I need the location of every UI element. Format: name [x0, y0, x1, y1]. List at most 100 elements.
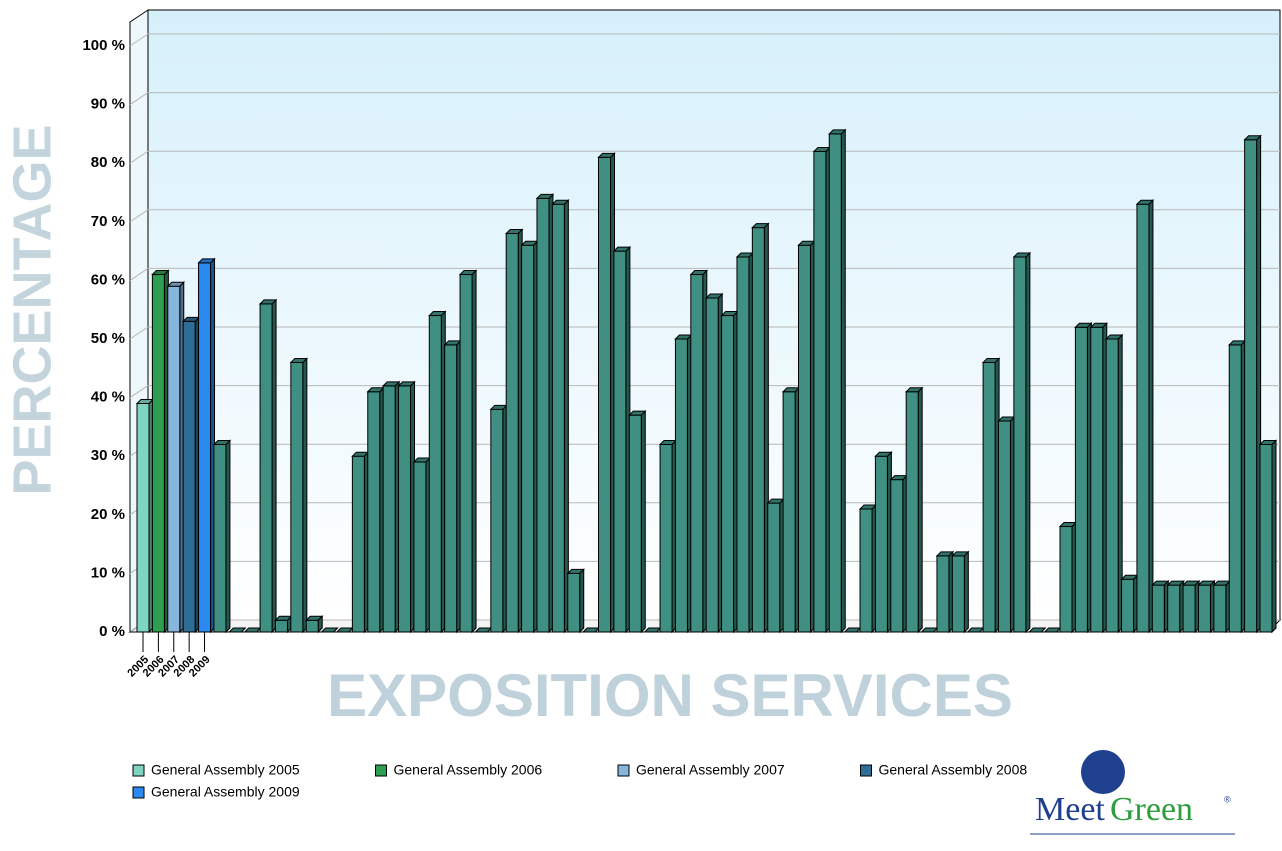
bar	[1228, 339, 1247, 634]
bar-side	[271, 298, 277, 634]
bar-front	[1105, 338, 1119, 633]
bar	[1166, 579, 1185, 634]
bar-front	[444, 344, 458, 633]
bar	[935, 550, 955, 634]
bar-top	[151, 270, 170, 276]
bar-side	[471, 269, 477, 634]
bar-top	[197, 258, 216, 264]
bar-front	[936, 555, 950, 633]
bar	[535, 193, 555, 634]
bar-front	[721, 315, 735, 633]
bar-top	[428, 311, 447, 317]
bar	[258, 298, 278, 634]
bar-top	[551, 199, 570, 205]
bar-top	[904, 387, 924, 393]
bar-side	[1025, 251, 1031, 634]
y-tick-label: 10 %	[91, 564, 125, 581]
bar-front	[1151, 584, 1165, 633]
y-tick-label: 100 %	[82, 37, 125, 54]
bar-front	[767, 502, 781, 633]
grid-line-side	[129, 267, 149, 281]
bar-front	[521, 244, 535, 633]
bar-front	[290, 361, 304, 633]
bar-front	[1213, 584, 1227, 633]
bar-front	[551, 203, 565, 633]
logo-meet: Meet	[1035, 791, 1105, 828]
bar	[520, 240, 539, 634]
bar	[981, 357, 1001, 634]
bar-side	[302, 357, 308, 634]
bar-front	[598, 156, 612, 633]
bar-top	[689, 270, 709, 276]
bar-top	[751, 223, 770, 229]
bar-side	[579, 568, 585, 634]
bar	[889, 474, 909, 634]
bar-top	[212, 439, 232, 445]
bar-front	[490, 408, 504, 633]
bar-front	[828, 133, 842, 633]
bar-top	[1135, 199, 1155, 205]
legend-label: General Assembly 2005	[151, 762, 300, 778]
legend-swatch	[617, 764, 630, 777]
bar	[551, 199, 570, 634]
bar-front	[1244, 139, 1258, 633]
bar	[858, 503, 878, 634]
bar-front	[997, 420, 1011, 633]
bar-front	[705, 297, 719, 633]
grid-line-side	[129, 150, 149, 164]
bar-front	[213, 443, 227, 633]
bar-front	[1182, 584, 1196, 633]
bar-front	[459, 274, 473, 633]
bar	[305, 615, 324, 634]
bar-front	[413, 461, 427, 633]
y-tick-label: 80 %	[91, 154, 125, 171]
bar-front	[1013, 256, 1027, 633]
bar-front	[874, 455, 888, 633]
bar-top	[1104, 334, 1124, 340]
bar-top	[1243, 135, 1262, 141]
bar-front	[782, 391, 796, 633]
bar	[904, 386, 924, 634]
bar-front	[859, 508, 873, 633]
bar-side	[917, 386, 923, 634]
bar-top	[951, 551, 970, 557]
bar-front	[736, 256, 750, 633]
bar-top	[1151, 580, 1170, 586]
bar-front	[628, 414, 642, 633]
bar-front	[151, 274, 165, 633]
bar	[1104, 333, 1124, 634]
bar	[135, 398, 155, 634]
bar	[797, 240, 816, 634]
bar	[504, 228, 524, 634]
bar-front	[1074, 326, 1088, 633]
bar-top	[504, 229, 524, 235]
bar-top	[289, 357, 309, 363]
bar-front	[1228, 344, 1242, 633]
bar-top	[381, 381, 401, 387]
legend-label: General Assembly 2007	[636, 762, 785, 778]
bar-front	[1090, 326, 1104, 633]
bar-side	[963, 550, 969, 634]
logo-registered: ®	[1224, 794, 1231, 804]
y-tick-label: 60 %	[91, 271, 125, 288]
bar	[781, 386, 801, 634]
bar-top	[397, 381, 416, 387]
bar	[166, 281, 185, 634]
bar-side	[1148, 199, 1154, 634]
bar-side	[563, 199, 569, 634]
bar-top	[535, 193, 555, 199]
bar-front	[505, 233, 519, 633]
bar-front	[690, 274, 704, 633]
bar	[674, 333, 693, 634]
bar	[1074, 322, 1093, 634]
bar-front	[813, 150, 827, 633]
bar	[720, 310, 739, 634]
bar	[1012, 251, 1032, 634]
y-tick-label: 70 %	[91, 213, 125, 230]
bar-front	[1136, 203, 1150, 633]
logo-green: Green	[1110, 791, 1193, 828]
bar-top	[628, 410, 647, 416]
bar-front	[1121, 578, 1135, 633]
